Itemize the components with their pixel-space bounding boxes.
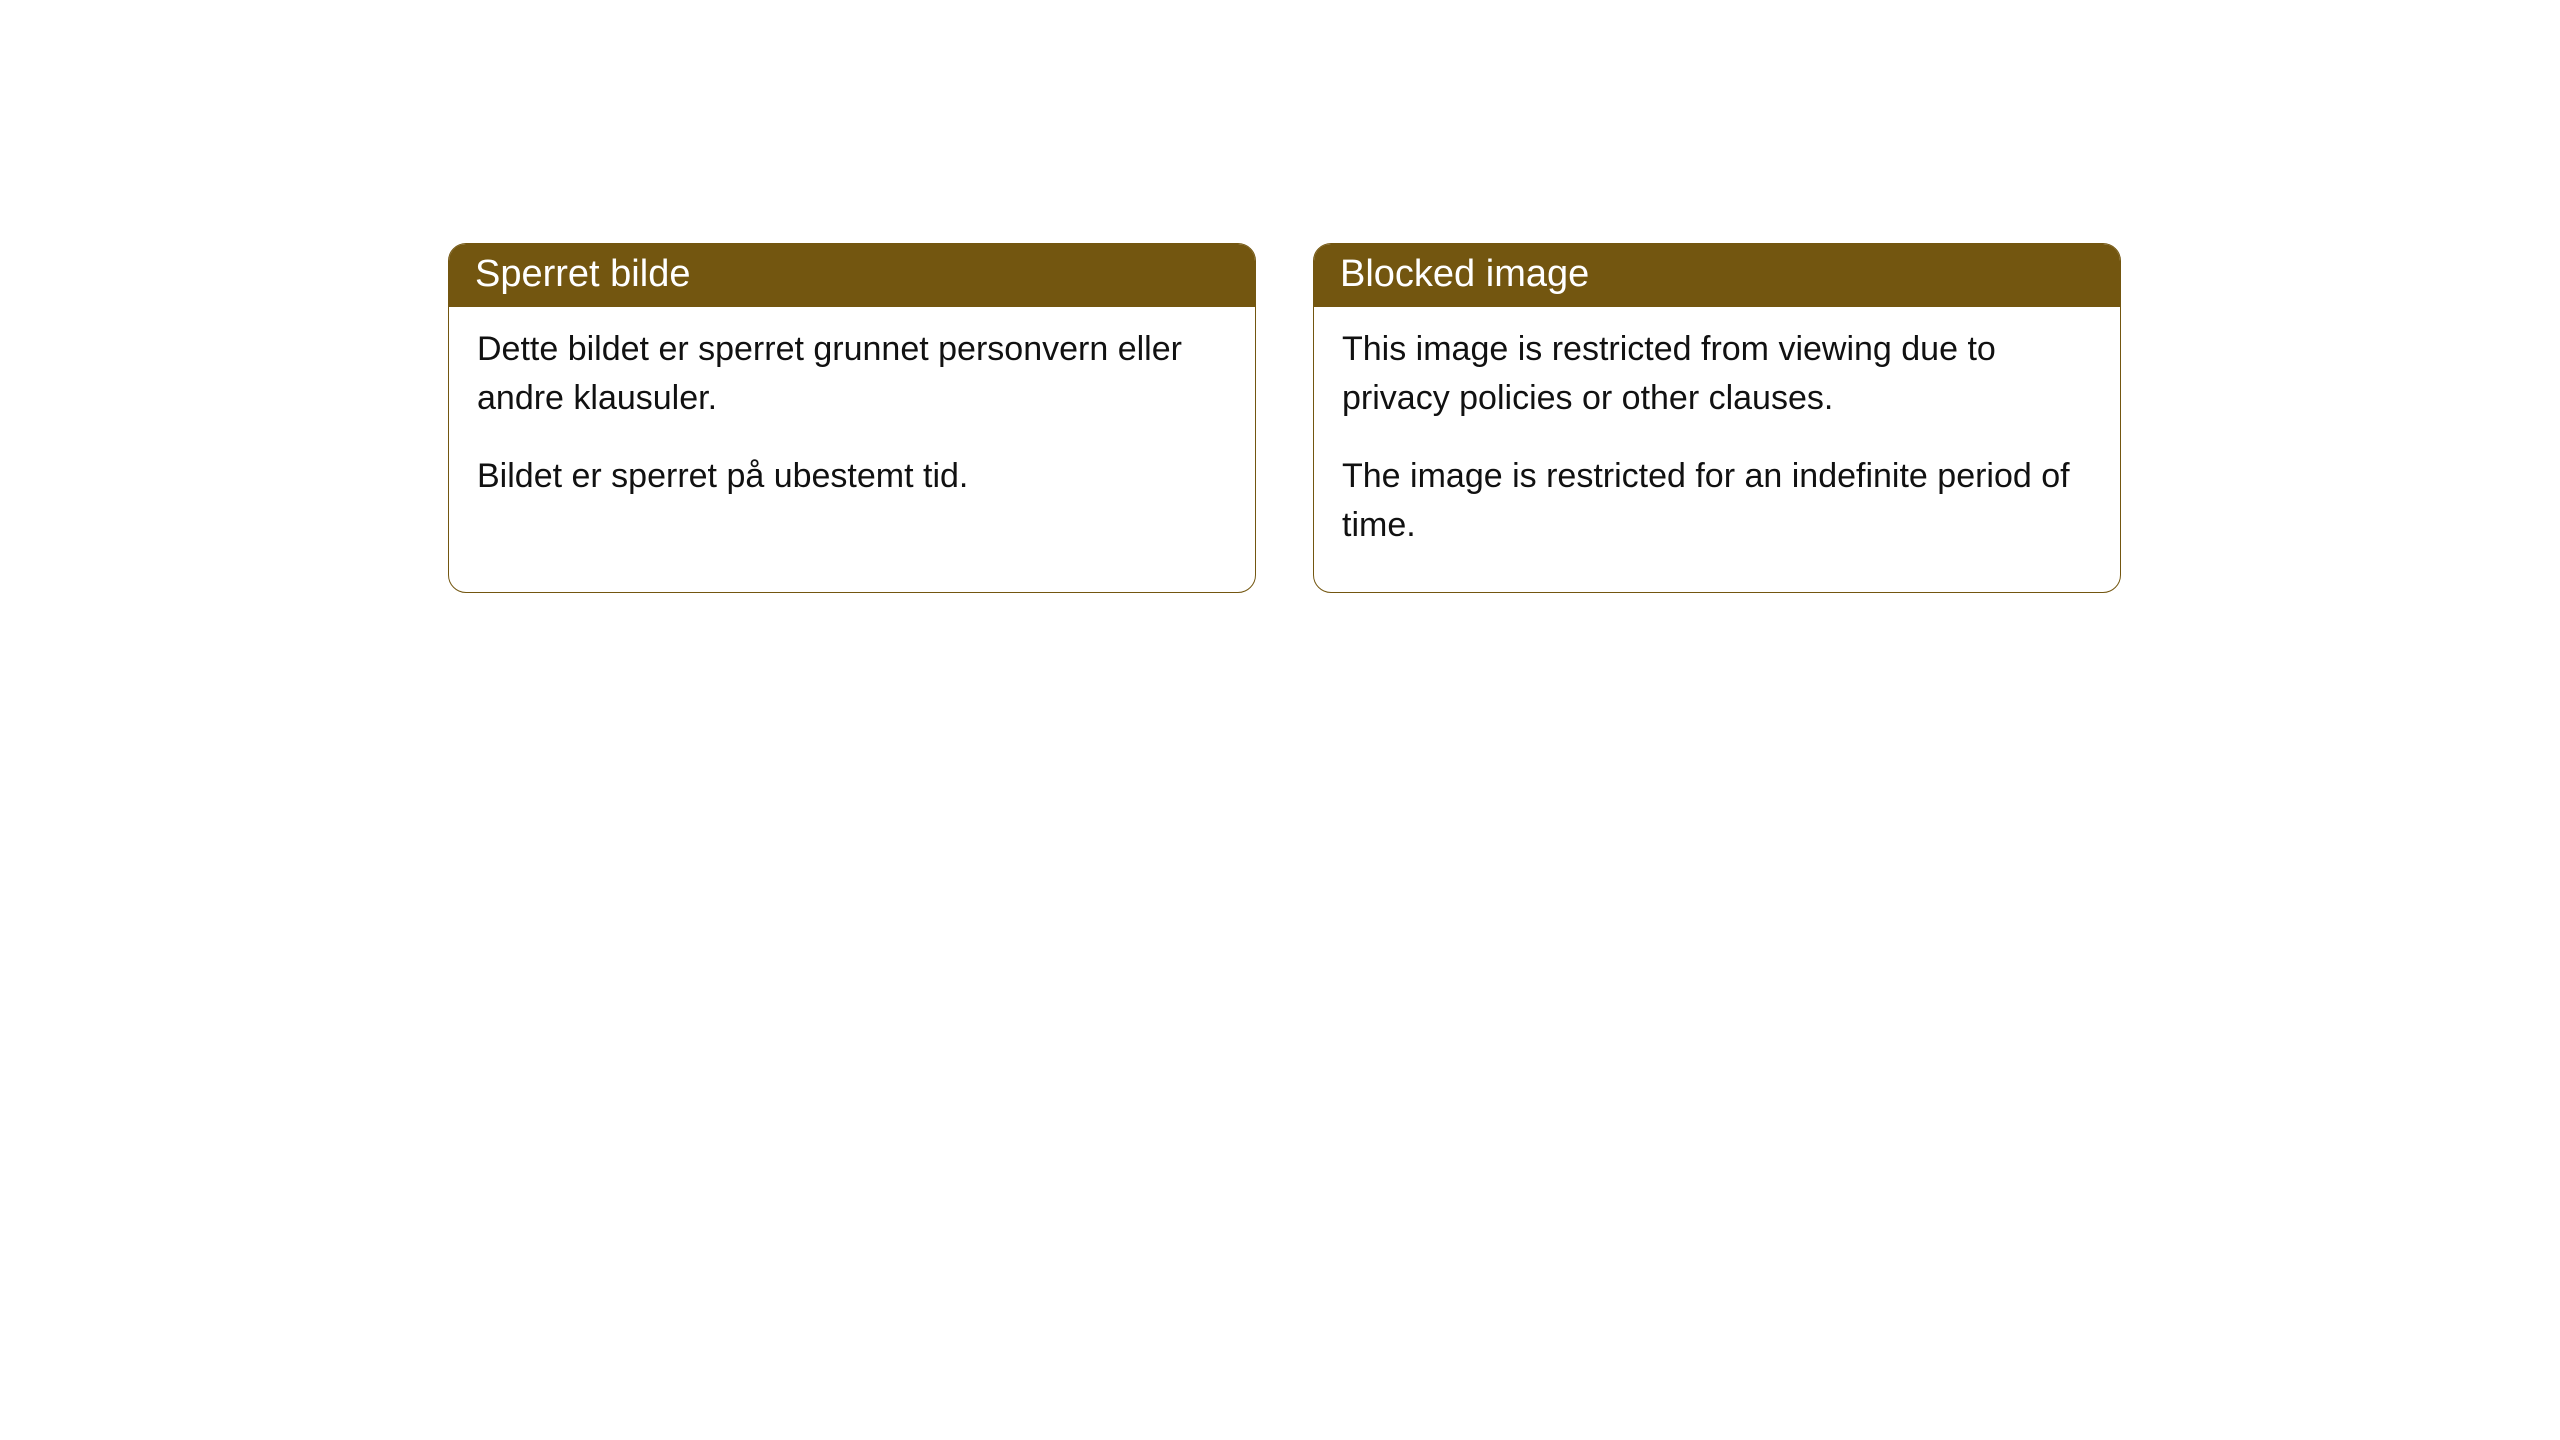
notice-card-title: Blocked image	[1314, 244, 2120, 307]
notice-paragraph: Bildet er sperret på ubestemt tid.	[477, 452, 1227, 501]
notice-card-title: Sperret bilde	[449, 244, 1255, 307]
notice-card-english: Blocked image This image is restricted f…	[1313, 243, 2121, 593]
notice-card-body: Dette bildet er sperret grunnet personve…	[449, 307, 1255, 543]
notice-card-norwegian: Sperret bilde Dette bildet er sperret gr…	[448, 243, 1256, 593]
notice-card-body: This image is restricted from viewing du…	[1314, 307, 2120, 592]
notice-paragraph: Dette bildet er sperret grunnet personve…	[477, 325, 1227, 424]
notice-paragraph: This image is restricted from viewing du…	[1342, 325, 2092, 424]
notice-cards-container: Sperret bilde Dette bildet er sperret gr…	[448, 243, 2121, 593]
notice-paragraph: The image is restricted for an indefinit…	[1342, 452, 2092, 551]
